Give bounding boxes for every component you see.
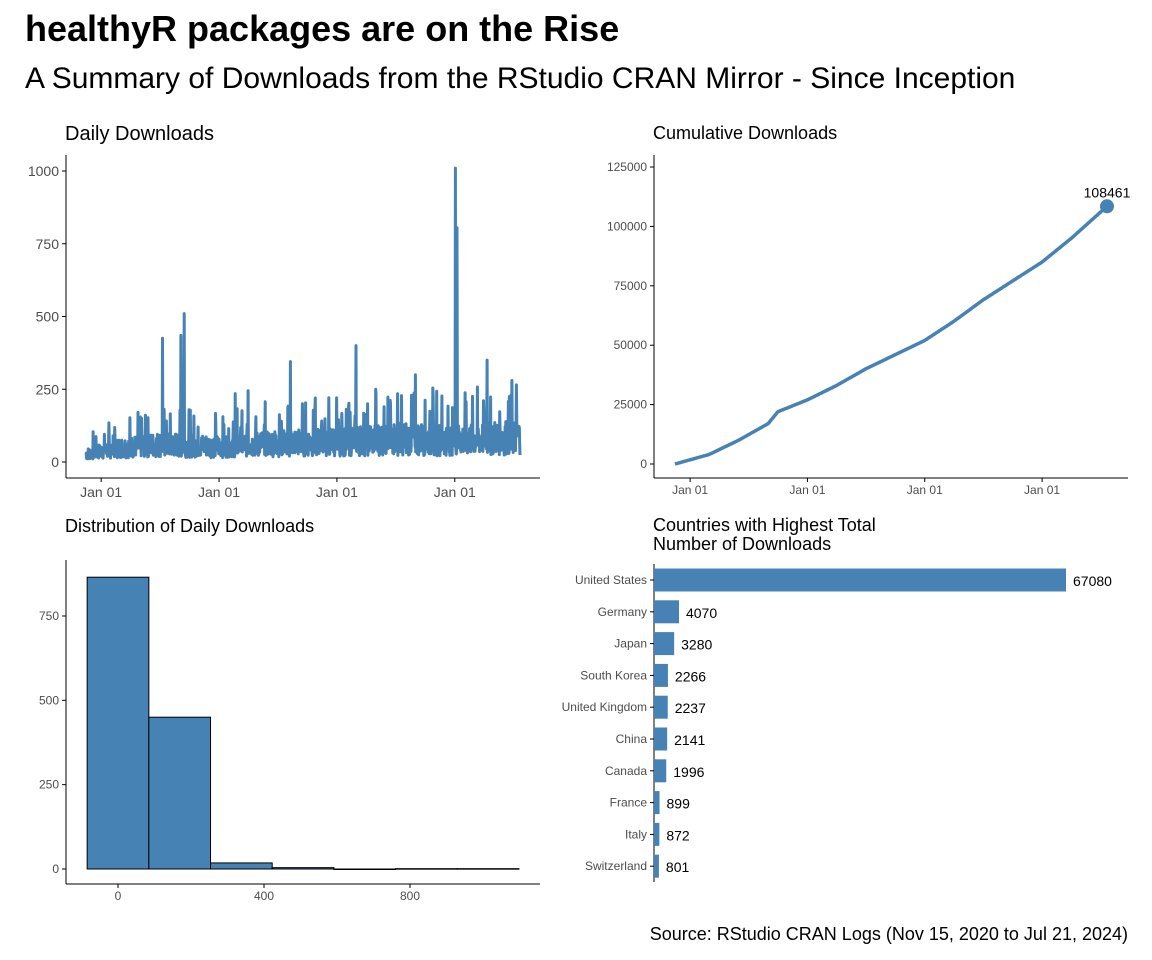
histogram-bar [86,576,150,870]
country-label: United Kingdom [562,700,647,714]
histogram-bar [333,868,397,870]
country-value-label: 67080 [1073,573,1112,589]
histogram-x-tick-label: 800 [400,889,420,903]
daily-x-tick-label: Jan 01 [434,484,476,500]
daily-x-tick-label: Jan 01 [80,484,122,500]
country-label: Japan [614,637,647,651]
cumulative-y-tick-label: 75000 [614,279,648,293]
source-caption: Source: RStudio CRAN Logs (Nov 15, 2020 … [649,924,1128,944]
country-bar [654,695,668,719]
cumulative-y-tick-label: 0 [640,457,647,471]
cumulative-end-point [1100,199,1114,214]
histogram-x-tick-label: 400 [254,889,274,903]
page-title: healthyR packages are on the Rise [25,8,620,49]
country-value-label: 872 [666,827,690,843]
country-label: Switzerland [585,859,647,873]
country-bar [654,759,667,783]
country-label: United States [575,573,647,587]
country-value-label: 3280 [681,637,712,653]
histogram-y-tick-label: 0 [52,862,59,876]
histogram-bar [271,867,335,870]
country-bar [654,632,675,656]
country-label: Italy [625,827,647,841]
country-value-label: 2266 [675,668,706,684]
country-value-label: 899 [667,796,691,812]
cumulative-x-tick-label: Jan 01 [789,483,825,497]
daily-y-tick-label: 500 [36,309,60,325]
cumulative-x-tick-label: Jan 01 [1024,483,1060,497]
cumulative-x-tick-label: Jan 01 [907,483,943,497]
histogram-bar [210,862,273,870]
daily-y-tick-label: 750 [36,236,60,252]
daily-y-tick-label: 250 [36,381,60,397]
histogram-x-tick-label: 0 [115,889,122,903]
country-label: Germany [598,605,647,619]
country-label: China [616,732,648,746]
cumulative-y-tick-label: 125000 [607,160,647,174]
country-label: Canada [605,764,647,778]
histogram-y-tick-label: 500 [39,693,59,707]
country-value-label: 4070 [686,605,717,621]
country-bar [654,727,668,751]
country-value-label: 801 [666,859,690,875]
country-label: South Korea [580,668,647,682]
histogram-bar [395,868,458,870]
country-bar [654,822,660,846]
cumulative-y-tick-label: 100000 [607,219,647,233]
cumulative-x-tick-label: Jan 01 [672,483,708,497]
cumulative-y-tick-label: 50000 [614,338,648,352]
country-value-label: 2141 [674,732,705,748]
country-bar [654,600,679,624]
daily-y-tick-label: 1000 [28,163,59,179]
country-label: France [610,796,648,810]
country-bar [654,568,1066,592]
daily-x-tick-label: Jan 01 [316,484,358,500]
country-value-label: 2237 [675,700,706,716]
daily-downloads-line [84,166,522,461]
cumulative-downloads-line [674,204,1109,466]
histogram-y-tick-label: 750 [39,609,59,623]
distribution-title: Distribution of Daily Downloads [65,516,315,536]
cumulative-downloads-title: Cumulative Downloads [653,123,838,143]
cumulative-end-label: 108461 [1084,184,1131,200]
histogram-bar [456,868,520,870]
countries-title: Countries with Highest Total Number of D… [653,515,876,554]
country-bar [654,791,660,815]
daily-downloads-title: Daily Downloads [65,123,214,145]
page-subtitle: A Summary of Downloads from the RStudio … [25,62,1016,95]
country-value-label: 1996 [673,764,704,780]
histogram-bar [148,716,212,870]
daily-x-tick-label: Jan 01 [198,484,240,500]
country-bar [654,854,659,878]
daily-y-tick-label: 0 [51,454,59,470]
country-bar [654,663,668,687]
histogram-y-tick-label: 250 [39,778,59,792]
cumulative-y-tick-label: 25000 [614,398,648,412]
